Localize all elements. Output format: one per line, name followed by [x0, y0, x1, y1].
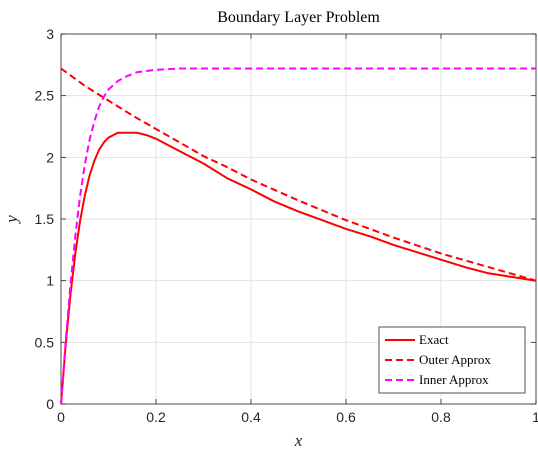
x-tick-label: 0.6 [336, 409, 356, 425]
legend-label: Exact [419, 332, 449, 347]
y-tick-label: 1.5 [35, 211, 55, 227]
y-tick-label: 0.5 [35, 334, 55, 350]
y-axis-label: y [2, 215, 21, 225]
series-line-outer-approx [60, 67, 537, 282]
x-tick-label: 0.2 [146, 409, 166, 425]
y-tick-label: 2 [46, 149, 54, 165]
legend-label: Outer Approx [419, 352, 491, 367]
series-line-exact [60, 131, 537, 405]
y-tick-label: 0 [46, 396, 54, 412]
y-tick-label: 1 [46, 273, 54, 289]
y-tick-label: 2.5 [35, 88, 55, 104]
x-tick-label: 0 [57, 409, 65, 425]
legend-box [378, 326, 526, 394]
x-tick-label: 1 [532, 409, 538, 425]
series-line-inner-approx [60, 67, 536, 405]
x-tick-label: 0.4 [241, 409, 261, 425]
chart-title: Boundary Layer Problem [217, 9, 380, 26]
legend-label: Inner Approx [419, 372, 489, 387]
x-axis-label: x [294, 431, 303, 450]
x-tick-label: 0.8 [431, 409, 451, 425]
legend: Exact Outer Approx Inner Approx [378, 326, 526, 394]
y-tick-label: 3 [46, 26, 54, 42]
axis-ticks: 0 0.2 0.4 0.6 0.8 1 0 0.5 1 1.5 2 2.5 3 [35, 26, 538, 425]
series-lines [60, 67, 537, 405]
